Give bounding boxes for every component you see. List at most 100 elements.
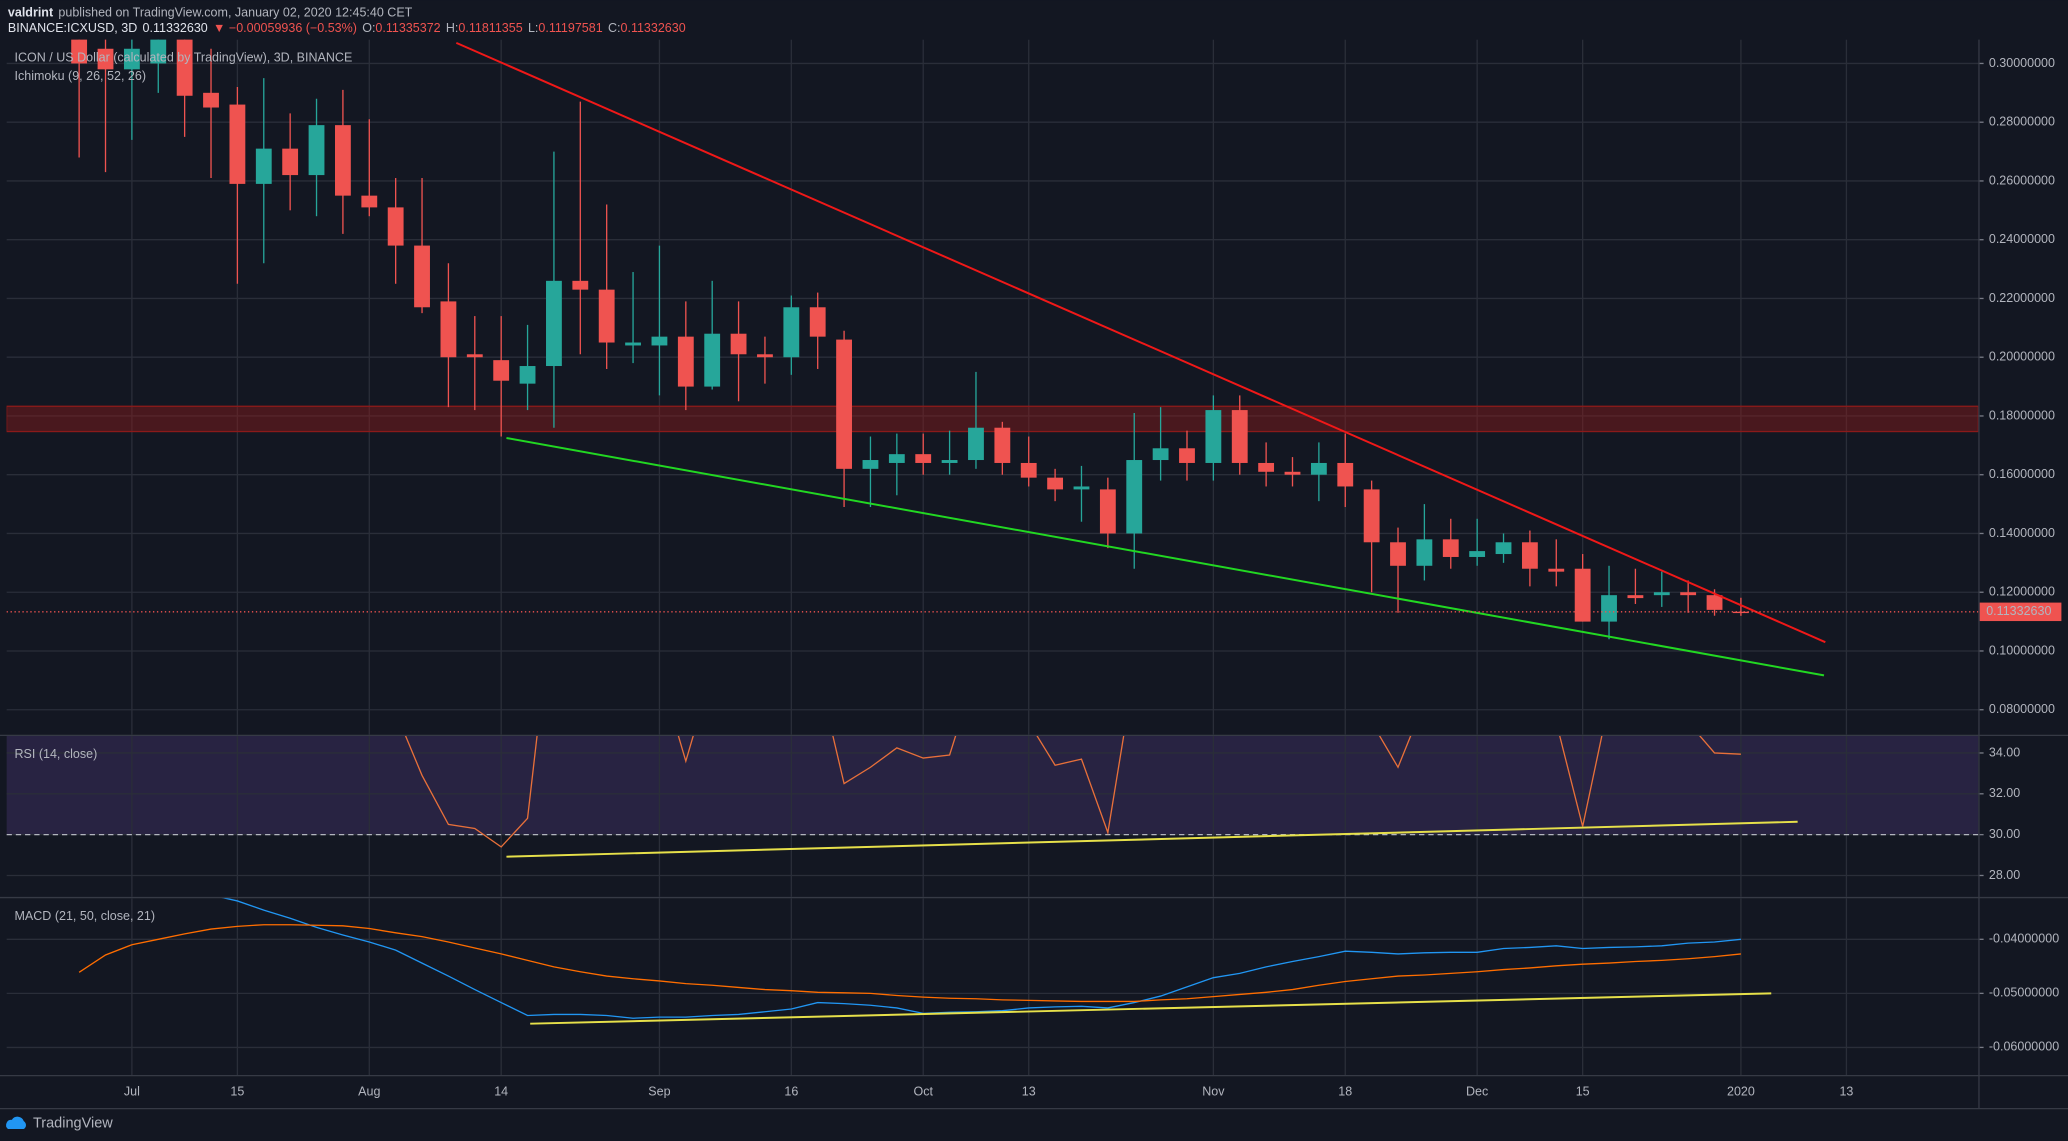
y-tick-label: 0.30000000 <box>1989 56 2055 70</box>
y-tick-label: 0.14000000 <box>1989 526 2055 540</box>
quote-value: 0.11811355 <box>458 21 522 35</box>
candle-body <box>994 427 1011 463</box>
candle-body <box>809 307 826 337</box>
candle-body <box>941 460 958 463</box>
candle-body <box>572 280 589 290</box>
y-tick-label: -0.06000000 <box>1989 1040 2059 1054</box>
candle-body <box>730 333 747 355</box>
quote-value: 0.11335372 <box>375 21 440 35</box>
published: published on TradingView.com, January 02… <box>58 6 412 20</box>
x-tick-label: Sep <box>648 1084 670 1098</box>
candle-body <box>1416 539 1433 566</box>
candle-body <box>1126 460 1143 534</box>
x-tick-label: 18 <box>1338 1084 1352 1098</box>
trendline <box>530 992 1772 1025</box>
quote-value: 0.11332630 <box>621 21 686 35</box>
x-tick-label: Nov <box>1202 1084 1225 1098</box>
y-tick-label: -0.04000000 <box>1989 932 2059 946</box>
candle-body <box>308 125 325 176</box>
y-tick-label: 0.24000000 <box>1989 232 2055 246</box>
candle-body <box>203 92 219 108</box>
candle-body <box>1521 542 1538 569</box>
quote-label: C: <box>608 21 621 35</box>
candle-body <box>1706 595 1723 610</box>
candle-body <box>71 39 88 64</box>
pane <box>6 736 1979 897</box>
candle-body <box>1548 568 1565 572</box>
candle-body <box>915 454 932 463</box>
pane <box>6 898 1979 1075</box>
candle-body <box>282 148 299 176</box>
quote-label: H: <box>446 21 459 35</box>
pane-subtitle: Ichimoku (9, 26, 52, 26) <box>15 69 146 83</box>
last-price: 0.11332630 <box>143 21 208 35</box>
candle-body <box>1047 477 1064 490</box>
candle-body <box>888 454 905 463</box>
candle-body <box>255 148 272 184</box>
y-tick-label: 0.12000000 <box>1989 585 2055 599</box>
candle-body <box>176 39 193 96</box>
candle-body <box>1310 462 1327 475</box>
pane-title: RSI (14, close) <box>15 747 98 761</box>
y-tick-label: 32.00 <box>1989 786 2020 800</box>
candle-body <box>1469 551 1486 557</box>
indicator-line <box>222 898 1741 1019</box>
x-tick-label: Dec <box>1466 1084 1488 1098</box>
pane-title: ICON / US Dollar (calculated by TradingV… <box>15 50 353 64</box>
y-tick-label: 34.00 <box>1989 745 2020 759</box>
x-tick-label: 14 <box>494 1084 508 1098</box>
change: ▼ −0.00059936 (−0.53%) <box>213 21 357 35</box>
candle-body <box>1574 568 1591 622</box>
candle-body <box>466 354 483 358</box>
candle-body <box>1442 539 1459 557</box>
candle-body <box>1363 489 1380 543</box>
quote-line: BINANCE:ICXUSD, 3D 0.11332630 ▼ −0.0005993… <box>8 21 686 35</box>
x-tick-label: 15 <box>230 1084 244 1098</box>
candle-body <box>1179 448 1195 463</box>
x-tick-label: 13 <box>1839 1084 1853 1098</box>
candle-body <box>1495 542 1512 555</box>
pane-title: MACD (21, 50, close, 21) <box>15 909 156 923</box>
candle-body <box>1099 489 1116 534</box>
candle-body <box>493 360 510 381</box>
y-tick-label: 28.00 <box>1989 868 2020 882</box>
x-tick-label: 16 <box>784 1084 798 1098</box>
indicator-line <box>404 736 1741 848</box>
candle-body <box>414 245 430 308</box>
y-tick-label: 0.20000000 <box>1989 350 2055 364</box>
candle-body <box>229 104 246 184</box>
brand: TradingView <box>33 1116 113 1132</box>
candle-body <box>625 342 641 346</box>
candle-body <box>677 336 694 387</box>
pane <box>6 39 1979 735</box>
candle-body <box>1680 592 1697 596</box>
trendline <box>506 437 1825 677</box>
candle-body <box>704 333 721 387</box>
y-tick-label: 0.22000000 <box>1989 291 2055 305</box>
x-tick-label: 13 <box>1022 1084 1036 1098</box>
candle-body <box>1020 462 1037 478</box>
y-tick-label: 0.08000000 <box>1989 702 2055 716</box>
candle-body <box>519 366 536 384</box>
y-tick-label: 0.26000000 <box>1989 173 2055 187</box>
x-tick-label: 2020 <box>1727 1084 1755 1098</box>
candle-body <box>97 48 114 70</box>
candle-body <box>123 48 140 70</box>
candle-body <box>783 307 800 358</box>
quote-value: 0.11197581 <box>538 21 602 35</box>
quote-label: O: <box>362 21 375 35</box>
candle-body <box>546 280 562 367</box>
candle-body <box>1284 471 1301 475</box>
candle-body <box>440 301 457 358</box>
candle-body <box>1231 410 1248 463</box>
candle-body <box>387 207 404 246</box>
candle-body <box>334 125 351 196</box>
last-price-tag <box>1979 602 2062 622</box>
indicator-line <box>78 924 1741 1003</box>
trendline <box>455 41 1826 644</box>
candle-body <box>150 39 167 64</box>
candle-body <box>1073 486 1090 490</box>
candle-body <box>1205 410 1222 463</box>
